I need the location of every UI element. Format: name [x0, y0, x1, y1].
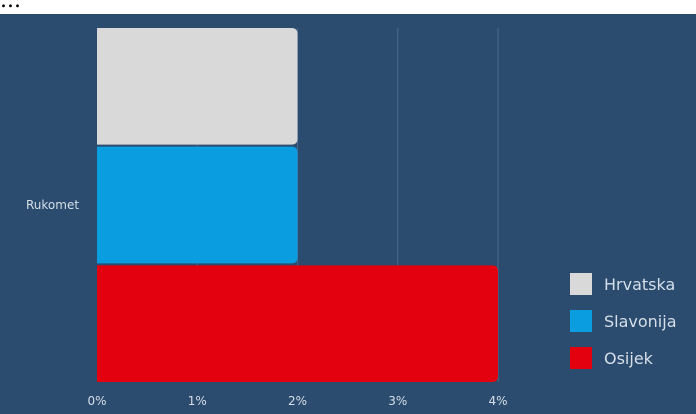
legend-swatch [570, 347, 592, 369]
x-tick-label: 2% [288, 394, 307, 408]
legend-label: Hrvatska [604, 275, 675, 294]
legend-swatch [570, 273, 592, 295]
x-tick-label: 3% [388, 394, 407, 408]
category-label: Rukomet [26, 198, 79, 212]
legend-swatch [570, 310, 592, 332]
bar-osijek [97, 265, 498, 382]
x-tick-label: 0% [87, 394, 106, 408]
bar-chart: 0% 1% 2% 3% 4% Rukomet Hrvatska Slavonija Osij… [0, 14, 696, 414]
bar-hrvatska [97, 28, 298, 145]
legend-label: Osijek [604, 349, 654, 368]
legend-label: Slavonija [604, 312, 677, 331]
x-tick-label: 4% [488, 394, 507, 408]
y-category-labels: Rukomet [26, 198, 79, 212]
bar-slavonija [97, 146, 298, 264]
x-tick-label: 1% [188, 394, 207, 408]
x-tick-labels: 0% 1% 2% 3% 4% [87, 394, 507, 408]
legend: Hrvatska Slavonija Osijek [570, 273, 677, 369]
page-heading-cropped: ... [0, 0, 21, 13]
bars [97, 28, 498, 382]
